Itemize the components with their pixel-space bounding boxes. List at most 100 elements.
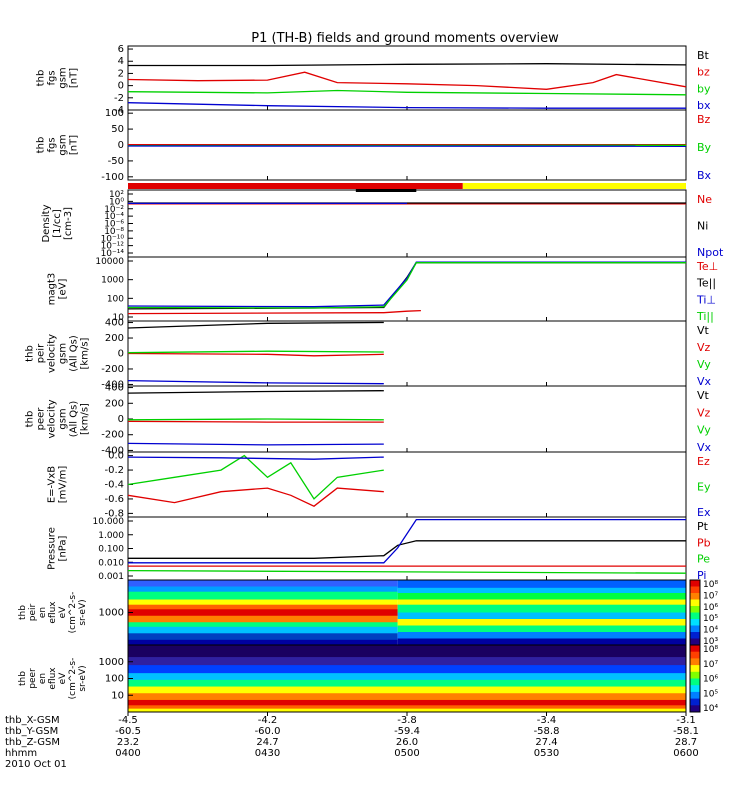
y-tick-label: 10²: [109, 190, 124, 200]
panel-frame-2: [127, 189, 687, 258]
legend-Vx: Vx: [697, 441, 712, 454]
y-tick-label: -4: [114, 105, 124, 116]
flag-bar-segment-1: [462, 183, 686, 189]
series-line-Pt: [128, 540, 686, 559]
panel-ylabel: gsm: [58, 134, 69, 155]
x-row-value: 0530: [534, 748, 559, 759]
spectrogram-band: [397, 619, 686, 626]
panel-ylabel: [eV]: [58, 279, 69, 300]
panel-ylabel: gsm: [58, 343, 69, 364]
spectrogram-band: [128, 699, 686, 706]
spectrogram-band: [128, 645, 686, 658]
spec-ylabel: peir: [28, 603, 38, 621]
panel-ylabel: velocity: [47, 399, 58, 438]
spec-ylabel: eV: [58, 672, 68, 685]
panel-ylabel: Density: [41, 204, 52, 242]
colorbar-band: [690, 619, 700, 626]
series-line-Vy: [127, 418, 384, 421]
colorbar-tick-label: 10⁷: [703, 660, 718, 670]
y-tick-label: 6: [118, 44, 124, 55]
x-row-value: -3.4: [537, 715, 557, 726]
colorbar-tick-label: 10⁶: [703, 675, 718, 685]
y-tick-label: 50: [111, 124, 124, 135]
y-tick-label: 200: [105, 333, 124, 344]
colorbar-band: [690, 685, 700, 693]
legend-Ex: Ex: [697, 506, 711, 519]
y-tick-label: 400: [105, 383, 124, 394]
colorbar-band: [690, 671, 700, 679]
legend-Vz: Vz: [697, 341, 711, 354]
panel-ylabel: peir: [36, 343, 47, 363]
y-tick-label: 10⁻¹⁰: [101, 234, 125, 244]
y-tick-label: 100: [107, 294, 124, 304]
y-tick-label: 10⁻⁸: [104, 227, 124, 237]
y-tick-label: 10⁻²: [104, 205, 124, 215]
panel-ylabel: magt3: [47, 273, 58, 306]
y-tick-label: 10000: [95, 257, 124, 267]
spectrogram-band: [128, 599, 398, 606]
spec-ylabel: en: [38, 673, 48, 684]
panel-ylabel: [nT]: [69, 135, 80, 155]
legend-Ey: Ey: [697, 481, 711, 494]
y-tick-label: 0: [118, 81, 124, 92]
panel-ylabel: gsm: [58, 67, 69, 88]
panel-frame-6: [127, 451, 687, 518]
flag-bar-segment-0: [128, 183, 463, 189]
legend-Pt: Pt: [697, 520, 709, 533]
legend-Ti⊥: Ti⊥: [696, 293, 716, 306]
spec-ylabel: en: [38, 607, 48, 618]
spectrogram-band: [397, 625, 686, 633]
y-tick-label: -0.8: [104, 508, 124, 519]
spec-y-tick-label: 100: [105, 674, 124, 685]
spectrogram-band: [128, 622, 398, 628]
spectrogram-band: [128, 615, 398, 623]
spectrogram-band: [128, 639, 398, 646]
y-tick-label: 10.000: [93, 517, 125, 527]
colorbar-tick-label: 10⁸: [703, 580, 718, 590]
x-row-value: 0500: [394, 748, 419, 759]
y-tick-label: 10⁻⁴: [104, 212, 124, 222]
series-line-Ti||: [127, 262, 686, 309]
spec-ylabel: eflux: [48, 601, 58, 624]
legend-Ni: Ni: [697, 220, 708, 233]
spectrogram-band: [128, 686, 686, 694]
y-tick-label: 0: [118, 349, 124, 360]
legend-Vt: Vt: [697, 389, 710, 402]
colorbar-band: [690, 599, 700, 607]
series-line-Ti⊥: [127, 261, 686, 308]
series-line-Vt: [127, 321, 384, 329]
x-row-value: 24.7: [256, 737, 278, 748]
spectrogram-band: [128, 679, 686, 688]
spectrogram-band: [128, 580, 398, 587]
x-row-label: hhmm: [5, 748, 37, 759]
legend-Ez: Ez: [697, 455, 710, 468]
spectrogram-band: [128, 705, 686, 710]
panel-ylabel: velocity: [47, 334, 58, 373]
y-tick-label: -200: [101, 430, 124, 441]
colorbar-band: [690, 593, 700, 600]
panel-ylabel: gsm: [58, 408, 69, 429]
panel-ylabel: [km/s]: [80, 403, 91, 435]
x-row-value: -3.1: [676, 715, 696, 726]
panel-ylabel: (All Qs): [69, 335, 80, 372]
panel-ylabel: fgs: [47, 70, 58, 85]
panel-ylabel: [nT]: [69, 68, 80, 88]
colorbar-tick-label: 10³: [703, 637, 718, 647]
colorbar-band: [690, 638, 700, 646]
y-tick-label: 0.010: [98, 558, 124, 568]
legend-Pi: Pi: [697, 569, 706, 582]
legend-Bt: Bt: [697, 49, 710, 62]
spec-y-tick-label: 10: [111, 690, 124, 701]
spec-ylabel: (cm^2-s-: [68, 658, 78, 700]
series-line-Vz: [127, 420, 384, 423]
legend-Vx: Vx: [697, 375, 712, 388]
series-line-Ex: [127, 456, 384, 460]
spectrogram-band: [128, 609, 398, 617]
legend-bz: bz: [697, 66, 710, 79]
colorbar-band: [690, 580, 700, 587]
series-line-Te⊥: [127, 309, 421, 315]
legend-Pb: Pb: [697, 536, 711, 549]
spectrogram-band: [128, 708, 686, 713]
